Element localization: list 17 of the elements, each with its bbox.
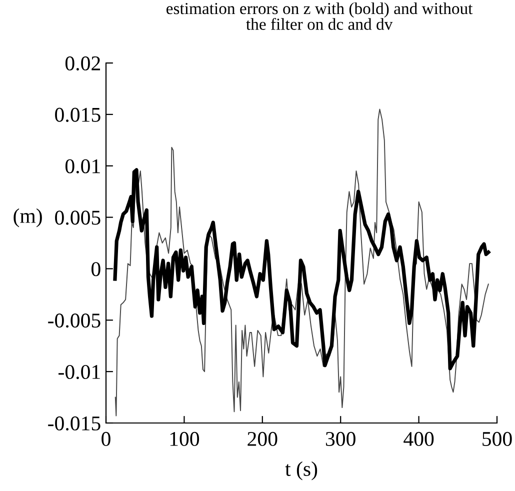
- x-tick-label: 500: [482, 432, 512, 446]
- x-tick-label: 300: [326, 432, 356, 446]
- y-tick-label: -0.015: [48, 416, 100, 431]
- x-tick-label: 100: [170, 432, 200, 446]
- y-axis-title: (m): [14, 208, 42, 228]
- x-axis-title: t (s): [285, 461, 318, 480]
- x-tick-label: 200: [248, 432, 278, 446]
- y-tick-label: 0.015: [55, 108, 100, 122]
- chart-title: estimation errors on z with (bold) and without the filter on dc and dv: [166, 2, 473, 30]
- y-tick-label: 0.01: [65, 159, 100, 174]
- x-tick-label: 400: [404, 432, 434, 446]
- y-tick-label: -0.005: [48, 314, 100, 328]
- y-tick-label: 0.005: [55, 210, 100, 225]
- y-tick-label: 0: [92, 262, 100, 276]
- x-tick-label: 0: [102, 432, 110, 446]
- y-tick-label: 0.02: [65, 56, 100, 71]
- y-tick-label: -0.01: [58, 364, 100, 380]
